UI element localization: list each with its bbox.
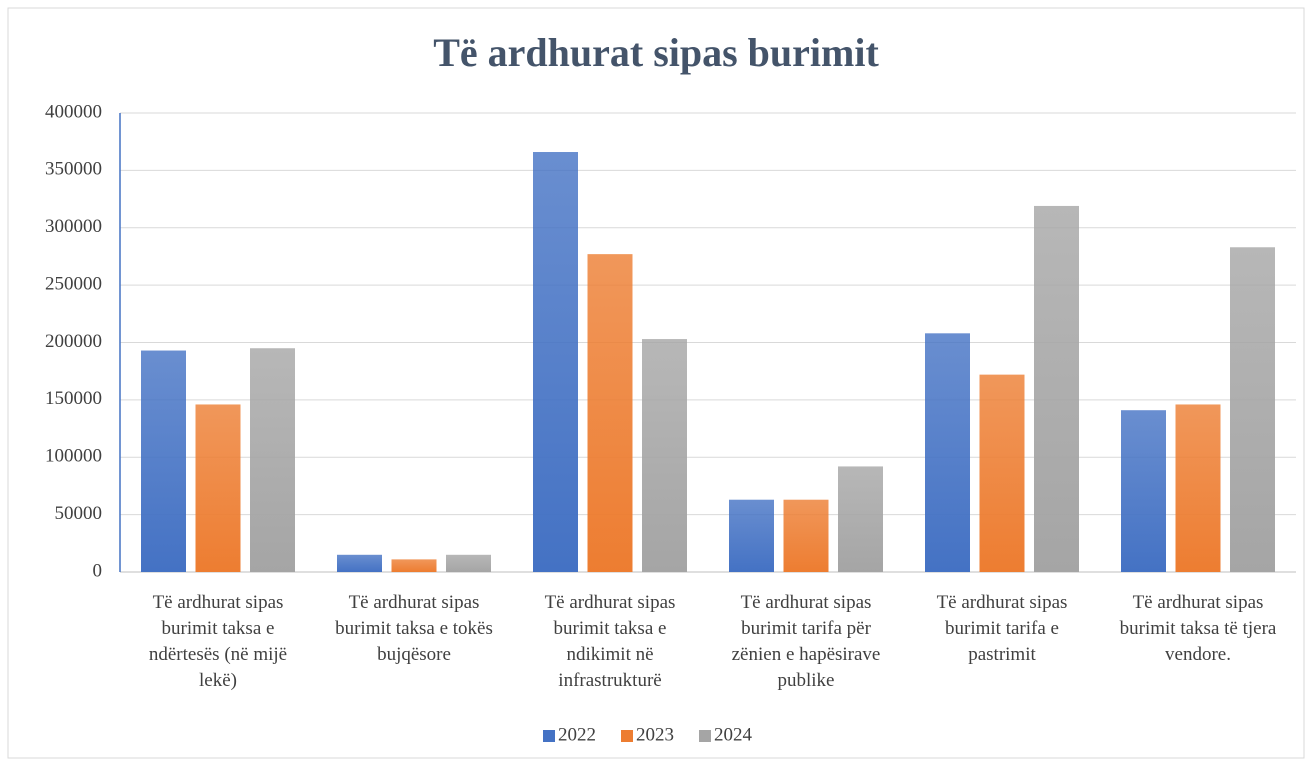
legend-label: 2023 [636,724,674,745]
y-tick-label: 100000 [45,446,102,467]
y-tick-label: 250000 [45,273,102,294]
bar [838,466,883,572]
bar [446,554,491,572]
bar [1230,247,1275,572]
y-tick-label: 400000 [45,101,102,122]
bar [642,339,687,572]
x-tick-label: Të ardhurat sipas burimit tarifa e pastr… [936,592,1068,665]
y-tick-label: 0 [93,560,103,581]
legend-label: 2022 [558,724,596,745]
x-tick-label: Të ardhurat sipas burimit tarifa për zën… [731,592,881,691]
y-tick-label: 150000 [45,388,102,409]
x-tick-label: Të ardhurat sipas burimit taksa të tjera… [1119,592,1277,665]
bar [925,333,970,572]
x-tick-label: Të ardhurat sipas burimit taksa e tokës … [335,592,493,665]
bar [391,559,437,572]
legend-label: 2024 [714,724,753,745]
bar [587,254,633,572]
bar [195,404,241,572]
bar [533,152,578,572]
legend-swatch [699,730,711,742]
y-tick-label: 200000 [45,331,102,352]
x-tick-label: Të ardhurat sipas burimit taksa e ndërte… [148,592,288,691]
bar [141,350,186,572]
bar [337,554,382,572]
chart-title: Të ardhurat sipas burimit [433,30,879,75]
y-tick-label: 300000 [45,216,102,237]
bar [250,348,295,572]
bar [729,499,774,572]
bar [979,374,1025,572]
x-tick-label: Të ardhurat sipas burimit taksa e ndikim… [544,592,676,691]
y-tick-label: 350000 [45,159,102,180]
bar [1121,410,1166,572]
y-tick-label: 50000 [55,503,103,524]
legend-swatch [543,730,555,742]
bar [783,499,829,572]
bar [1175,404,1221,572]
legend-swatch [621,730,633,742]
bar [1034,205,1079,572]
